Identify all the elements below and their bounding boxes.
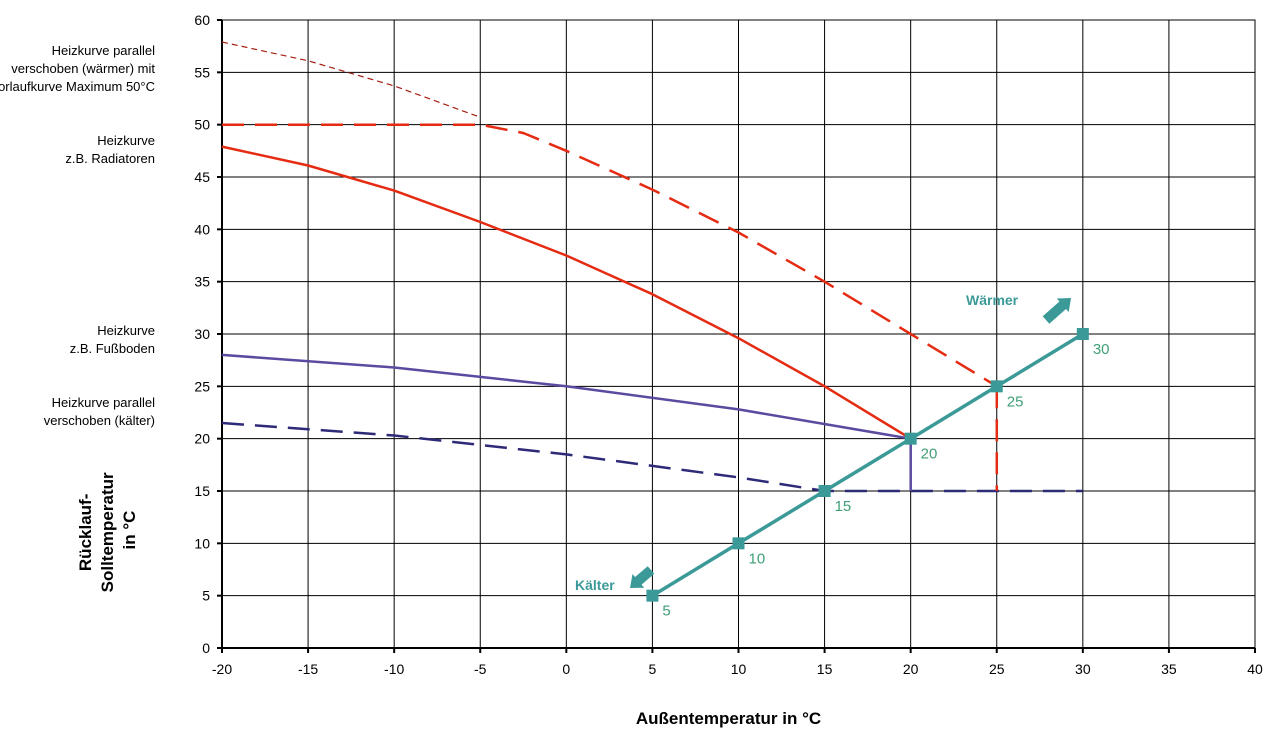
curve-label-radiatoren: Heizkurve z.B. Radiatoren <box>65 133 155 166</box>
series-line-parallel_waermer_max50 <box>222 123 998 388</box>
arrow-shape <box>1042 298 1071 324</box>
y-tick-label: 50 <box>194 117 210 133</box>
x-tick-label: -10 <box>384 661 404 677</box>
data-point-marker <box>990 380 1003 393</box>
data-point-label: 10 <box>749 550 766 567</box>
y-axis-title-line-2: Solltemperatur <box>98 472 117 592</box>
y-tick-label: 35 <box>194 274 210 290</box>
x-tick-label: -20 <box>212 661 232 677</box>
y-axis-title: Rücklauf- Solltemperatur in °C <box>76 468 139 593</box>
x-tick-label: 35 <box>1161 661 1177 677</box>
y-tick-label: 55 <box>194 64 210 80</box>
y-tick-label: 10 <box>194 535 210 551</box>
y-axis-title-line-1: Rücklauf- <box>76 494 95 571</box>
x-tick-label: 25 <box>989 661 1005 677</box>
x-tick-label: 30 <box>1075 661 1091 677</box>
x-tick-label: -5 <box>474 661 487 677</box>
x-axis-title: Außentemperatur in °C <box>636 709 821 728</box>
colder-label: Kälter <box>575 577 615 593</box>
series-line-parallel_waermer_ohne_max <box>221 41 481 118</box>
curve-label-fussboden: Heizkurve z.B. Fußboden <box>70 323 155 356</box>
curve-label-line: z.B. Fußboden <box>70 341 155 356</box>
x-tick-label: 40 <box>1247 661 1263 677</box>
curve-label-line: verschoben (kälter) <box>44 413 155 428</box>
data-point-marker <box>904 432 917 445</box>
curve-label-line: z.B. Radiatoren <box>65 151 155 166</box>
warmer-arrow-icon <box>1042 298 1071 324</box>
curve-label-parallel_kaelter: Heizkurve parallel verschoben (kälter) <box>44 395 155 428</box>
data-point-marker <box>732 537 745 550</box>
x-tick-label: 15 <box>817 661 833 677</box>
y-tick-label: 15 <box>194 483 210 499</box>
y-tick-label: 0 <box>202 640 210 656</box>
y-tick-label: 20 <box>194 431 210 447</box>
warmer-label: Wärmer <box>966 292 1019 308</box>
x-tick-label: 10 <box>731 661 747 677</box>
y-tick-label: 30 <box>194 326 210 342</box>
y-tick-label: 5 <box>202 588 210 604</box>
y-tick-label: 25 <box>194 378 210 394</box>
x-tick-label: 5 <box>649 661 657 677</box>
x-tick-label: 0 <box>562 661 570 677</box>
curve-label-line: verschoben (wärmer) mit <box>11 61 155 76</box>
curve-label-line: Heizkurve parallel <box>52 43 155 58</box>
data-point-marker <box>1076 328 1089 340</box>
data-point-marker <box>818 485 831 497</box>
y-tick-label: 40 <box>194 221 210 237</box>
arrow-shape <box>630 566 655 588</box>
y-tick-label: 45 <box>194 169 210 185</box>
data-point-label: 15 <box>835 498 852 515</box>
series-markers: 5 10 15 20 25 30 <box>646 328 1110 620</box>
x-tick-label: -15 <box>298 661 318 677</box>
curve-labels: Heizkurve z.B. Radiatoren Heizkurve parall… <box>0 43 155 428</box>
grid <box>221 19 1256 649</box>
data-point-marker <box>646 589 659 602</box>
curve-label-parallel_waermer_max50: Heizkurve parallel verschoben (wärmer) mi… <box>0 43 155 94</box>
data-point-label: 20 <box>921 446 938 463</box>
series-line-raumsoll <box>651 332 1084 598</box>
series-line-radiatoren <box>221 145 912 440</box>
x-tick-label: 20 <box>903 661 919 677</box>
y-tick-label: 60 <box>194 12 210 28</box>
data-point-label: 25 <box>1007 393 1024 410</box>
curve-label-line: Vorlaufkurve Maximum 50°C <box>0 79 155 94</box>
data-point-label: 5 <box>662 603 670 620</box>
curve-label-line: Heizkurve parallel <box>52 395 155 410</box>
curve-label-line: Heizkurve <box>97 133 155 148</box>
curve-label-line: Heizkurve <box>97 323 155 338</box>
y-axis-title-line-3: in °C <box>120 511 139 550</box>
series-line-fussboden <box>221 353 911 440</box>
colder-arrow-icon <box>630 566 655 588</box>
axis-ticks: -20 -15 -10 -5 0 5 10 15 20 25 30 35 40 0 5 10 15 20 25 30 3… <box>194 12 1263 677</box>
data-point-label: 30 <box>1093 341 1110 358</box>
